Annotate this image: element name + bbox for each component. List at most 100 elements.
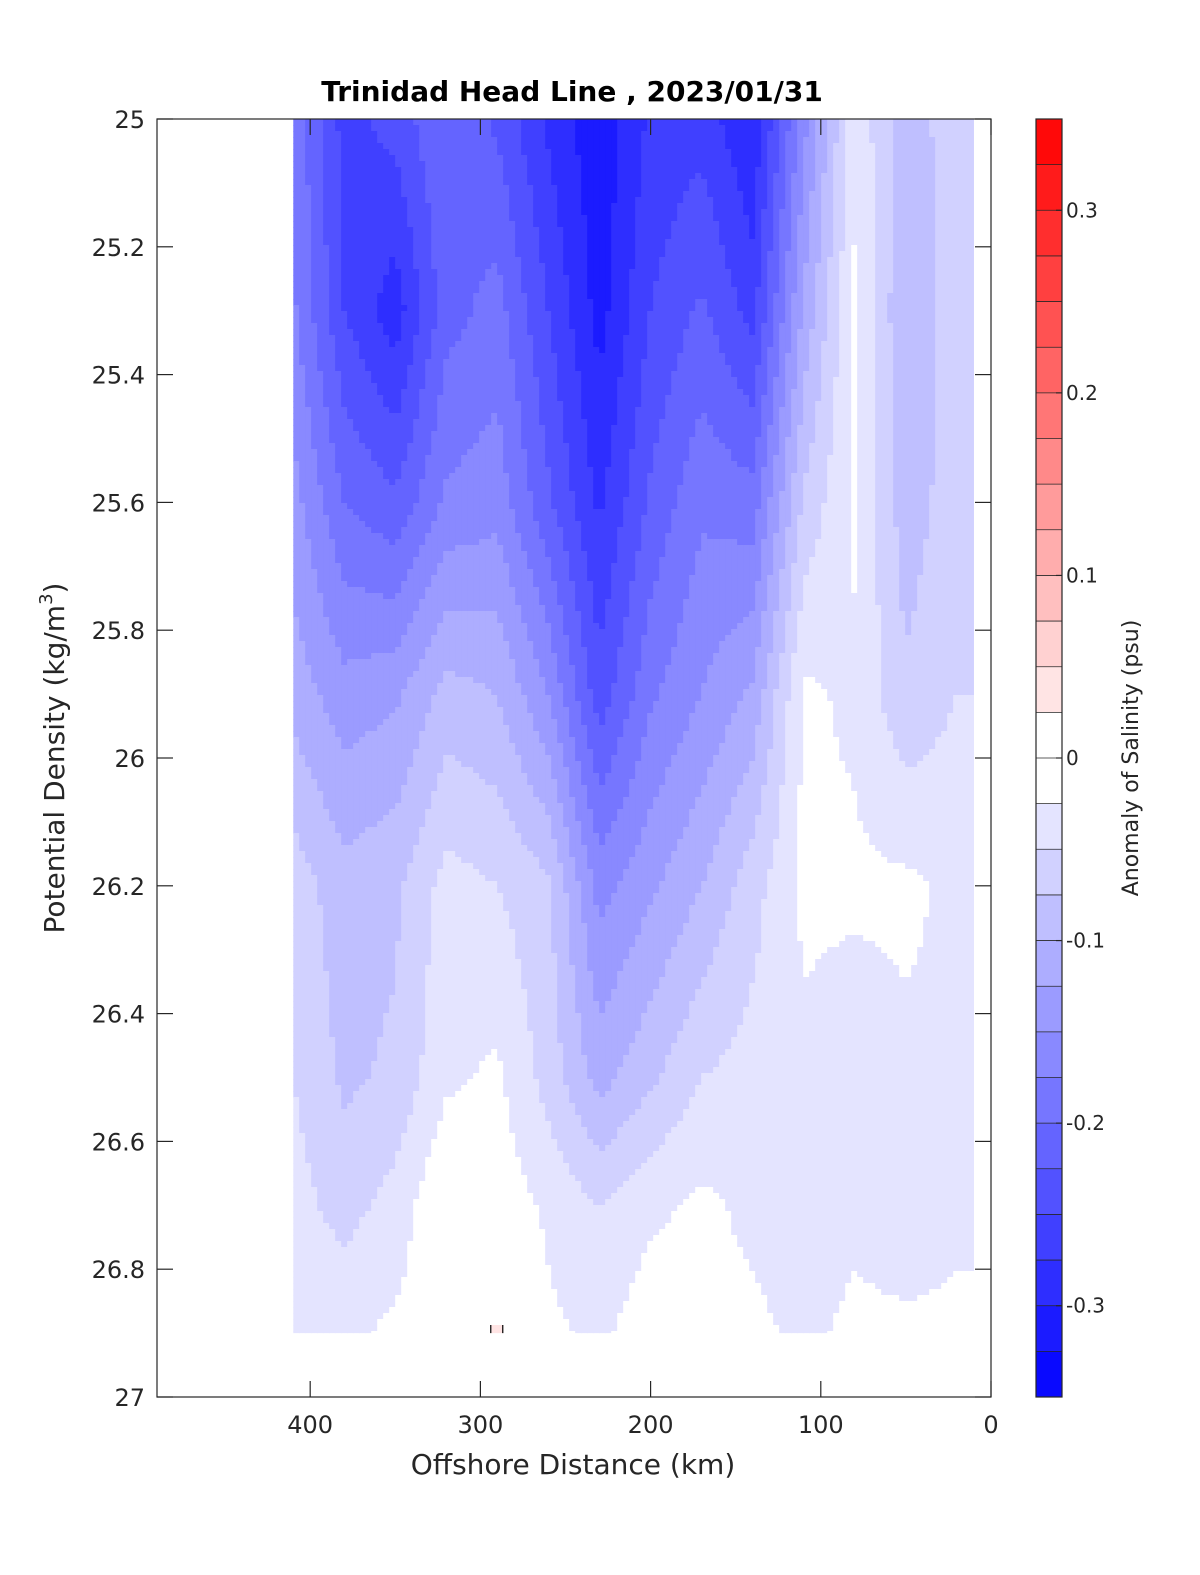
contour-cell [359, 227, 366, 234]
contour-cell [575, 251, 582, 258]
contour-cell [389, 131, 396, 138]
contour-cell [845, 239, 852, 246]
contour-cell [395, 371, 402, 378]
contour-cell [593, 233, 600, 240]
contour-cell [383, 185, 390, 192]
contour-cell [335, 305, 342, 312]
contour-cell [335, 359, 342, 366]
contour-cell [875, 179, 882, 186]
contour-cell [905, 347, 912, 354]
contour-cell [713, 215, 720, 222]
contour-cell [869, 137, 876, 144]
contour-cell [791, 185, 798, 192]
contour-cell [773, 269, 780, 276]
contour-cell [341, 125, 348, 132]
contour-cell [713, 257, 720, 264]
contour-cell [581, 359, 588, 366]
contour-cell [713, 317, 720, 324]
contour-cell [965, 317, 972, 324]
contour-cell [671, 305, 678, 312]
contour-cell [773, 245, 780, 252]
contour-cell [815, 329, 822, 336]
contour-cell [479, 359, 486, 366]
contour-cell [929, 341, 936, 348]
contour-cell [797, 173, 804, 180]
contour-cell [401, 281, 408, 288]
contour-cell [629, 299, 636, 306]
contour-cell [497, 239, 504, 246]
contour-cell [371, 221, 378, 228]
contour-cell [653, 377, 660, 384]
contour-cell [407, 167, 414, 174]
contour-cell [623, 377, 630, 384]
contour-cell [413, 299, 420, 306]
contour-cell [635, 323, 642, 330]
contour-cell [359, 173, 366, 180]
contour-cell [311, 215, 318, 222]
contour-cell [515, 263, 522, 270]
contour-cell [671, 317, 678, 324]
contour-cell [329, 131, 336, 138]
contour-cell [317, 299, 324, 306]
contour-cell [431, 179, 438, 186]
contour-cell [359, 341, 366, 348]
contour-cell [491, 155, 498, 162]
contour-cell [353, 191, 360, 198]
contour-cell [449, 305, 456, 312]
contour-cell [737, 197, 744, 204]
contour-cell [869, 293, 876, 300]
contour-cell [293, 293, 300, 300]
contour-cell [911, 341, 918, 348]
contour-cell [959, 173, 966, 180]
contour-cell [437, 377, 444, 384]
contour-cell [485, 347, 492, 354]
contour-cell [683, 203, 690, 210]
contour-cell [737, 191, 744, 198]
contour-cell [767, 257, 774, 264]
contour-cell [791, 371, 798, 378]
contour-cell [557, 131, 564, 138]
contour-cell [791, 221, 798, 228]
contour-cell [443, 317, 450, 324]
contour-cell [857, 251, 864, 258]
contour-cell [737, 215, 744, 222]
contour-cell [347, 263, 354, 270]
contour-cell [599, 287, 606, 294]
contour-cell [443, 257, 450, 264]
contour-cell [719, 257, 726, 264]
contour-cell [719, 377, 726, 384]
contour-cell [431, 245, 438, 252]
contour-cell [779, 119, 786, 126]
contour-cell [767, 323, 774, 330]
contour-cell [935, 353, 942, 360]
contour-cell [593, 317, 600, 324]
contour-cell [389, 251, 396, 258]
contour-cell [515, 281, 522, 288]
contour-cell [479, 173, 486, 180]
contour-cell [299, 221, 306, 228]
contour-cell [965, 173, 972, 180]
contour-cell [551, 179, 558, 186]
contour-cell [437, 161, 444, 168]
contour-cell [353, 341, 360, 348]
contour-cell [743, 353, 750, 360]
contour-cell [311, 131, 318, 138]
contour-cell [371, 143, 378, 150]
contour-cell [641, 275, 648, 282]
contour-cell [953, 299, 960, 306]
contour-cell [371, 185, 378, 192]
contour-cell [521, 305, 528, 312]
contour-cell [431, 233, 438, 240]
contour-cell [791, 143, 798, 150]
contour-cell [659, 269, 666, 276]
contour-cell [899, 137, 906, 144]
contour-cell [683, 335, 690, 342]
contour-cell [695, 329, 702, 336]
contour-cell [875, 119, 882, 126]
contour-cell [317, 275, 324, 282]
contour-cell [863, 365, 870, 372]
contour-cell [851, 281, 858, 288]
contour-cell [965, 215, 972, 222]
contour-cell [425, 215, 432, 222]
contour-cell [299, 377, 306, 384]
